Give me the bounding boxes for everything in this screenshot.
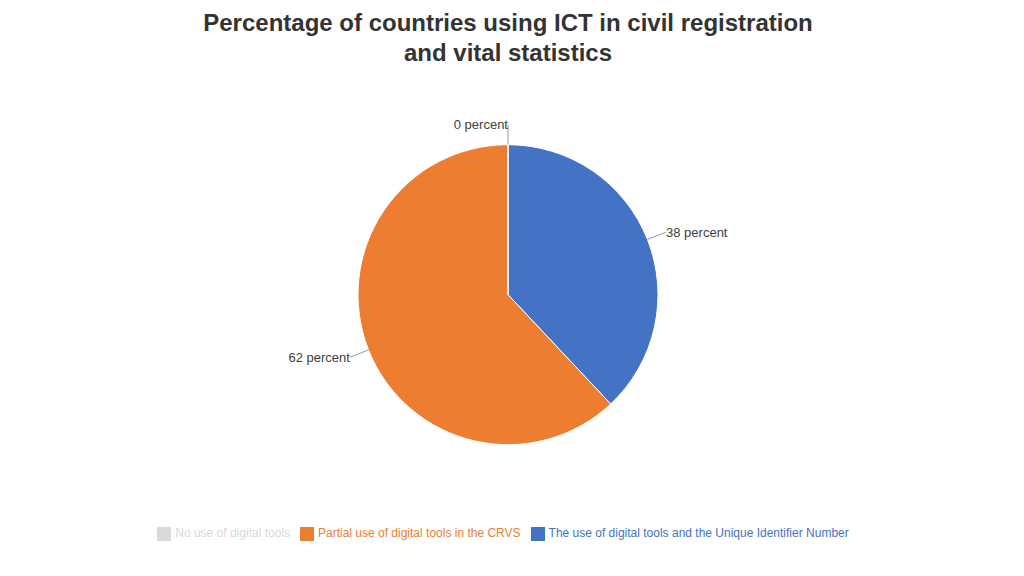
html-text:No use of digital tools: No use of digital tools [175, 526, 290, 541]
html-text:Partial use of digital tools i: Partial use of digital tools in the CRVS [318, 526, 521, 541]
svg-text:62 percent: 62 percent [289, 350, 351, 365]
html-text:and vital statistics: and vital statistics [404, 39, 612, 66]
html-text:Percentage of countries using: Percentage of countries using ICT in civ… [203, 9, 813, 36]
svg-text:0 percent: 0 percent [454, 117, 509, 132]
html-text:The use of digital tools and t: The use of digital tools and the Unique … [548, 526, 849, 541]
svg-text:38 percent: 38 percent [666, 225, 728, 240]
